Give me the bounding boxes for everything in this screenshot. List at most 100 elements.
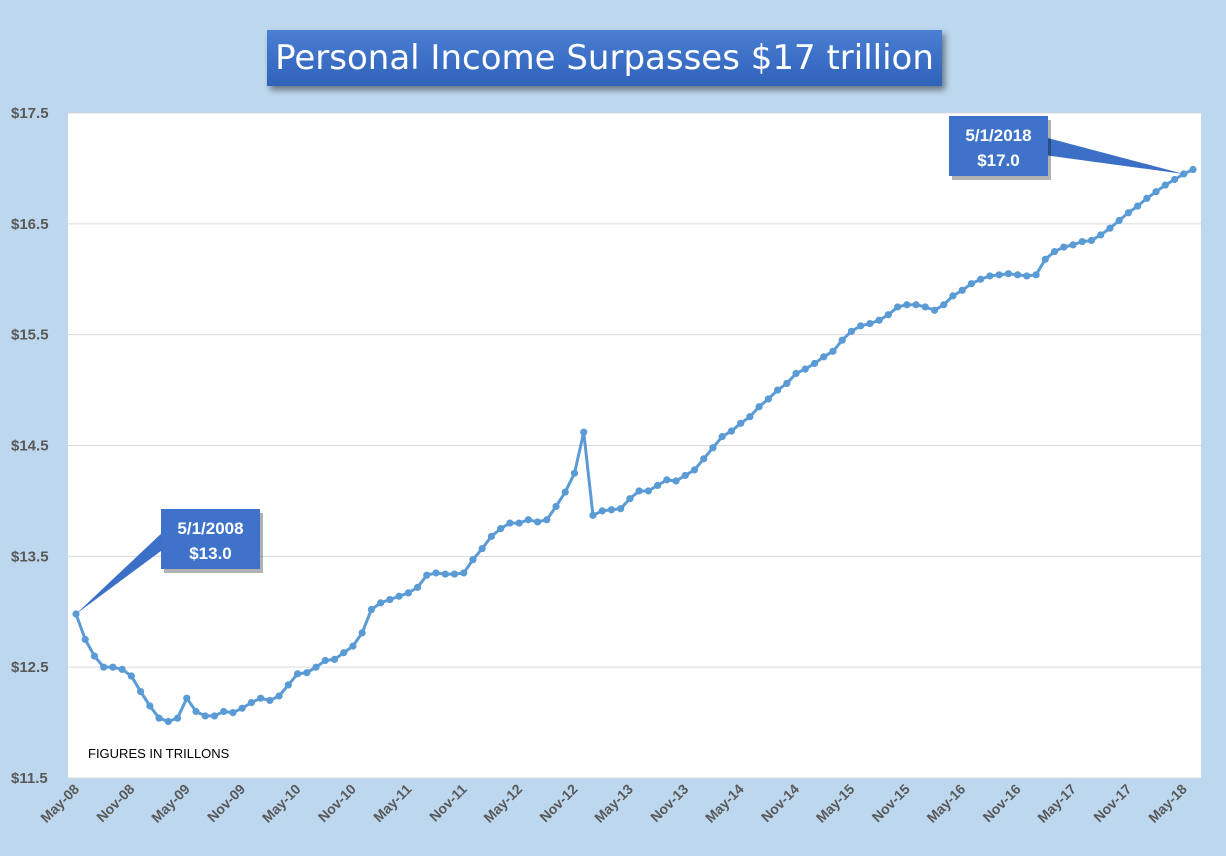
callout-date: 5/1/2018 bbox=[965, 126, 1031, 145]
x-tick-label: May-17 bbox=[1034, 781, 1079, 826]
data-point bbox=[247, 699, 255, 707]
data-point bbox=[829, 347, 837, 355]
x-tick-label: May-14 bbox=[702, 781, 747, 826]
data-point bbox=[1115, 216, 1123, 225]
data-point bbox=[358, 629, 366, 637]
data-point bbox=[469, 556, 477, 564]
callouts: 5/1/2008 $13.0 5/1/2018 $17.0 bbox=[76, 116, 1184, 614]
x-tick-label: Nov-13 bbox=[647, 781, 691, 825]
data-point bbox=[783, 379, 791, 388]
data-point bbox=[820, 353, 828, 361]
x-tick-label: Nov-15 bbox=[869, 781, 913, 825]
x-tick-label: Nov-14 bbox=[758, 781, 802, 825]
data-point bbox=[967, 280, 976, 288]
data-point bbox=[1106, 224, 1114, 232]
data-point bbox=[533, 518, 542, 526]
data-point bbox=[275, 692, 283, 700]
annotation-callout: 5/1/2018 $17.0 bbox=[949, 116, 1184, 180]
data-point bbox=[1023, 272, 1031, 280]
data-point bbox=[395, 592, 403, 600]
data-point bbox=[1050, 247, 1059, 256]
data-point bbox=[146, 702, 154, 710]
data-point bbox=[321, 656, 329, 665]
callout-box bbox=[161, 509, 260, 569]
x-tick-label: May-11 bbox=[370, 781, 414, 825]
callout-pointer bbox=[1044, 137, 1184, 174]
data-point bbox=[386, 595, 394, 604]
data-point bbox=[137, 687, 145, 696]
data-point bbox=[746, 413, 754, 421]
data-point bbox=[977, 275, 985, 283]
data-point bbox=[598, 507, 606, 515]
data-point bbox=[672, 477, 680, 485]
data-point bbox=[404, 589, 412, 597]
data-point bbox=[617, 505, 625, 513]
data-point bbox=[1097, 231, 1105, 239]
data-point bbox=[183, 694, 191, 702]
callout-pointer bbox=[76, 530, 165, 614]
data-point bbox=[441, 570, 449, 578]
data-point bbox=[940, 301, 948, 309]
data-point bbox=[432, 569, 440, 577]
y-tick-label: $12.5 bbox=[11, 659, 49, 676]
data-point bbox=[293, 670, 302, 678]
data-point bbox=[986, 272, 994, 280]
data-point bbox=[1161, 181, 1169, 189]
data-point bbox=[792, 369, 800, 378]
data-point bbox=[1143, 194, 1151, 202]
data-point bbox=[903, 301, 911, 309]
data-point bbox=[257, 694, 265, 702]
data-point bbox=[847, 327, 856, 335]
data-point bbox=[127, 672, 135, 680]
x-tick-label: May-18 bbox=[1145, 781, 1190, 826]
data-point bbox=[173, 714, 182, 722]
data-point bbox=[764, 395, 772, 403]
data-point bbox=[727, 427, 736, 435]
data-point bbox=[506, 519, 514, 527]
data-point bbox=[377, 599, 385, 607]
y-tick-label: $17.5 bbox=[11, 105, 49, 122]
data-point bbox=[681, 471, 689, 480]
data-point bbox=[838, 336, 846, 344]
data-point bbox=[958, 286, 966, 294]
data-point bbox=[755, 403, 763, 411]
data-point bbox=[155, 714, 163, 722]
data-point bbox=[930, 306, 939, 314]
data-point bbox=[912, 301, 920, 309]
chart-title: Personal Income Surpasses $17 trillion bbox=[267, 30, 942, 86]
data-point bbox=[635, 487, 643, 495]
data-point bbox=[543, 516, 551, 524]
data-point bbox=[1069, 241, 1077, 249]
data-point bbox=[801, 365, 809, 373]
data-point bbox=[460, 569, 468, 577]
data-point bbox=[524, 516, 532, 524]
data-point bbox=[312, 663, 320, 671]
data-point bbox=[921, 303, 929, 311]
data-point bbox=[893, 303, 902, 311]
x-tick-label: May-09 bbox=[148, 781, 193, 826]
callout-value: $17.0 bbox=[977, 151, 1020, 170]
data-point bbox=[450, 570, 459, 578]
data-point bbox=[1180, 170, 1188, 178]
data-point bbox=[644, 487, 652, 495]
y-tick-label: $15.5 bbox=[11, 327, 49, 344]
y-tick-label: $16.5 bbox=[11, 216, 49, 233]
data-point bbox=[810, 359, 819, 368]
x-tick-label: Nov-10 bbox=[315, 781, 359, 825]
data-point bbox=[423, 571, 431, 579]
callout-box bbox=[949, 116, 1048, 176]
data-point bbox=[109, 663, 117, 671]
series-income bbox=[72, 165, 1197, 726]
data-point bbox=[284, 681, 292, 689]
x-tick-label: Nov-12 bbox=[536, 781, 580, 825]
data-point bbox=[1152, 188, 1160, 196]
data-point bbox=[210, 712, 219, 720]
x-tick-label: Nov-08 bbox=[93, 781, 137, 825]
data-point bbox=[875, 316, 883, 324]
x-tick-label: May-08 bbox=[37, 781, 82, 826]
x-tick-label: Nov-16 bbox=[979, 781, 1023, 825]
data-point bbox=[663, 476, 671, 484]
data-point bbox=[607, 506, 616, 514]
data-point bbox=[1170, 175, 1179, 184]
data-point bbox=[700, 455, 708, 463]
